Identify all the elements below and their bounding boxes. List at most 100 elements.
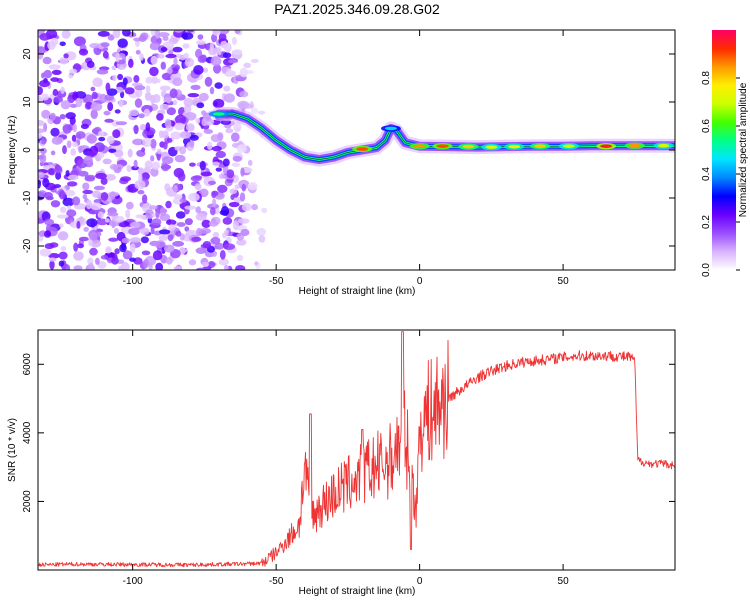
signal-peak xyxy=(562,144,575,148)
noise-speckle xyxy=(120,176,132,182)
noise-speckle xyxy=(108,237,119,242)
noise-speckle xyxy=(95,172,107,180)
noise-speckle xyxy=(49,112,56,121)
noise-speckle xyxy=(135,214,147,219)
noise-speckle xyxy=(195,118,201,124)
noise-speckle xyxy=(175,114,187,125)
noise-speckle xyxy=(89,247,98,256)
noise-speckle xyxy=(203,129,213,134)
noise-speckle xyxy=(193,65,204,75)
noise-speckle xyxy=(58,251,68,260)
noise-speckle xyxy=(201,219,211,228)
noise-speckle xyxy=(120,262,130,270)
noise-speckle xyxy=(134,98,143,108)
noise-speckle xyxy=(218,33,227,42)
noise-speckle xyxy=(44,218,55,226)
noise-speckle xyxy=(141,250,151,256)
noise-speckle xyxy=(218,258,229,266)
noise-speckle xyxy=(90,202,102,211)
noise-speckle xyxy=(102,158,112,165)
noise-speckle xyxy=(227,59,239,64)
noise-speckle xyxy=(112,30,121,39)
noise-speckle xyxy=(39,33,51,41)
noise-speckle xyxy=(150,55,158,65)
colorbar-tick-label: 0.0 xyxy=(701,263,712,277)
noise-speckle xyxy=(48,257,57,262)
noise-speckle xyxy=(57,231,69,241)
noise-speckle xyxy=(240,167,245,177)
noise-speckle xyxy=(219,250,226,260)
noise-speckle xyxy=(93,199,103,204)
noise-speckle xyxy=(78,236,89,242)
noise-speckle xyxy=(97,261,107,269)
noise-speckle xyxy=(174,194,183,200)
noise-speckle xyxy=(188,192,200,202)
noise-speckle xyxy=(137,167,145,175)
noise-speckle xyxy=(62,197,75,207)
signal-peak xyxy=(508,144,521,149)
noise-speckle xyxy=(224,42,232,53)
noise-speckle xyxy=(51,136,63,145)
noise-speckle xyxy=(201,261,209,267)
noise-speckle xyxy=(104,174,116,181)
noise-speckle xyxy=(90,109,98,119)
noise-speckle xyxy=(231,36,237,45)
noise-speckle xyxy=(195,48,203,59)
noise-speckle xyxy=(155,78,161,84)
noise-speckle xyxy=(122,30,131,37)
colorbar-tick-label: 0.8 xyxy=(701,71,712,85)
noise-speckle xyxy=(166,137,173,143)
noise-speckle-layer xyxy=(38,30,268,270)
noise-speckle xyxy=(149,66,159,77)
noise-speckle xyxy=(191,236,202,242)
signal-peak xyxy=(534,144,547,148)
noise-speckle xyxy=(168,224,176,231)
noise-speckle xyxy=(140,227,150,235)
noise-speckle xyxy=(124,87,135,95)
noise-speckle xyxy=(156,113,164,121)
noise-speckle xyxy=(61,30,71,39)
noise-speckle xyxy=(162,141,168,150)
noise-speckle xyxy=(62,263,71,270)
noise-speckle xyxy=(202,67,209,73)
noise-speckle xyxy=(97,211,105,218)
noise-speckle xyxy=(160,61,166,70)
snr-x-label: Height of straight line (km) xyxy=(299,586,416,597)
noise-speckle xyxy=(105,246,112,254)
noise-speckle xyxy=(112,129,121,139)
noise-speckle xyxy=(49,259,55,270)
noise-speckle xyxy=(251,204,258,211)
noise-speckle xyxy=(75,131,86,139)
noise-speckle xyxy=(115,121,128,126)
noise-speckle xyxy=(197,34,204,40)
noise-speckle xyxy=(231,49,243,55)
noise-speckle xyxy=(86,134,98,144)
noise-speckle xyxy=(67,181,78,187)
signal-peak xyxy=(384,126,397,131)
noise-speckle xyxy=(250,58,259,63)
noise-speckle xyxy=(151,161,160,170)
noise-speckle xyxy=(217,184,228,193)
noise-speckle xyxy=(222,217,233,225)
noise-speckle xyxy=(43,69,52,79)
noise-speckle xyxy=(148,262,153,270)
noise-speckle xyxy=(73,265,83,270)
noise-speckle xyxy=(239,90,249,98)
noise-speckle xyxy=(38,46,46,55)
noise-speckle xyxy=(261,207,268,214)
noise-speckle xyxy=(60,246,67,252)
noise-speckle xyxy=(50,127,60,137)
noise-speckle xyxy=(138,34,147,43)
noise-speckle xyxy=(196,40,206,45)
snr-frame xyxy=(37,329,676,571)
noise-speckle xyxy=(77,170,89,177)
noise-speckle xyxy=(214,82,223,89)
noise-speckle xyxy=(56,214,69,219)
noise-speckle xyxy=(182,43,190,49)
noise-speckle xyxy=(189,134,199,141)
noise-speckle xyxy=(75,97,83,108)
noise-speckle xyxy=(175,230,182,237)
noise-speckle xyxy=(222,52,232,59)
noise-speckle xyxy=(130,221,141,229)
chart-title: PAZ1.2025.346.09.28.G02 xyxy=(274,1,440,17)
